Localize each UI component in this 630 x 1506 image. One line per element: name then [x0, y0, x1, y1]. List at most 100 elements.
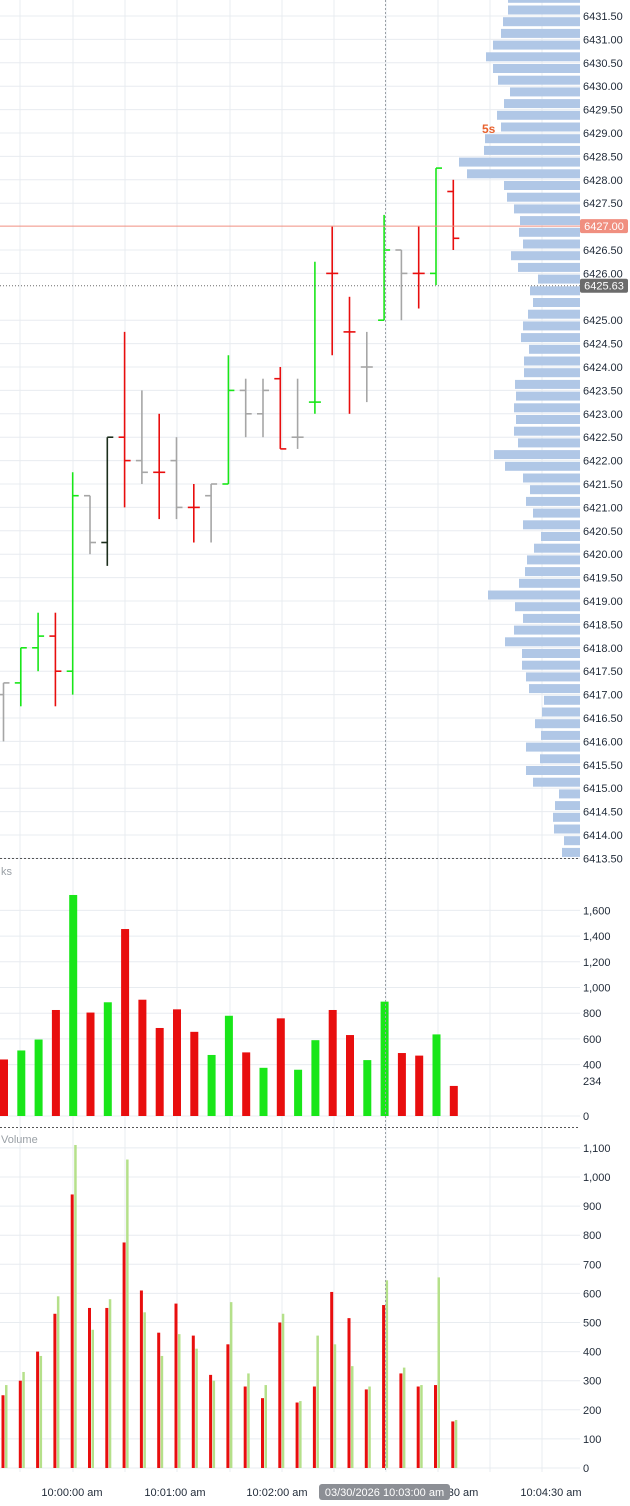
volume-bar-up[interactable] — [299, 1401, 302, 1468]
price-axis-label: 6420.00 — [583, 549, 623, 561]
volume-profile-bar — [525, 567, 580, 577]
tick-bar[interactable] — [155, 1027, 164, 1116]
volume-pane[interactable] — [1, 1144, 458, 1469]
volume-bar-down[interactable] — [53, 1313, 57, 1468]
volume-bar-up[interactable] — [5, 1385, 8, 1468]
tick-bar[interactable] — [328, 1009, 337, 1116]
volume-bar-up[interactable] — [22, 1371, 25, 1468]
volume-bar-down[interactable] — [122, 1242, 126, 1468]
tick-bar[interactable] — [0, 1059, 8, 1116]
volume-profile-bar — [540, 754, 580, 764]
volume-bar-up[interactable] — [143, 1312, 146, 1468]
tick-bar[interactable] — [103, 1002, 112, 1116]
price-pane[interactable] — [0, 167, 460, 742]
tick-bar[interactable] — [207, 1054, 216, 1116]
volume-bar-down[interactable] — [157, 1332, 161, 1468]
volume-bar-up[interactable] — [333, 1344, 337, 1468]
tick-bar[interactable] — [449, 1085, 458, 1116]
volume-bar-down[interactable] — [105, 1307, 109, 1468]
volume-bar-up[interactable] — [39, 1355, 43, 1468]
volume-bar-up[interactable] — [454, 1419, 458, 1468]
price-axis[interactable]: 6431.50 6431.00 6430.50 6430.00 6429.50 6429.… — [41, 11, 622, 1499]
volume-bar-down[interactable] — [330, 1291, 334, 1468]
tick-bar[interactable] — [51, 1009, 60, 1116]
volume-bar-up[interactable] — [195, 1348, 198, 1468]
price-axis-label: 6424.00 — [583, 362, 623, 374]
volume-bar-up[interactable] — [351, 1366, 354, 1468]
tick-bar[interactable] — [432, 1034, 441, 1116]
tick-bar[interactable] — [121, 929, 130, 1116]
volume-bar-down[interactable] — [1, 1395, 5, 1468]
volume-bar-down[interactable] — [209, 1374, 213, 1468]
tick-bar[interactable] — [86, 1012, 95, 1116]
volume-bar-up[interactable] — [56, 1296, 60, 1468]
volume-bar-down[interactable] — [226, 1344, 230, 1468]
volume-bar-up[interactable] — [281, 1313, 285, 1468]
ticks-pane[interactable] — [0, 894, 458, 1116]
tick-bar[interactable] — [17, 1050, 26, 1116]
volume-bar-up[interactable] — [229, 1302, 233, 1468]
volume-bar-down[interactable] — [139, 1290, 143, 1468]
price-axis-label: 6427.50 — [583, 198, 623, 210]
volume-bar-up[interactable] — [91, 1329, 95, 1468]
tick-bar[interactable] — [190, 1031, 199, 1116]
tick-bar[interactable] — [138, 999, 147, 1116]
volume-bar-up[interactable] — [212, 1380, 216, 1468]
tick-bar[interactable] — [242, 1052, 251, 1116]
volume-bar-up[interactable] — [385, 1280, 389, 1468]
volume-bar-down[interactable] — [434, 1385, 437, 1468]
volume-bar-up[interactable] — [178, 1334, 181, 1468]
volume-bar-down[interactable] — [70, 1194, 74, 1468]
ticks-axis-label: 1,000 — [583, 983, 611, 995]
volume-bar-down[interactable] — [347, 1318, 351, 1468]
volume-bar-up[interactable] — [160, 1355, 164, 1468]
volume-bar-down[interactable] — [399, 1373, 403, 1468]
volume-axis-label: 700 — [583, 1259, 601, 1271]
volume-bar-up[interactable] — [316, 1335, 319, 1468]
volume-bar-down[interactable] — [312, 1386, 316, 1468]
tick-bar[interactable] — [259, 1067, 268, 1116]
volume-profile-bar — [524, 368, 580, 378]
tick-bar[interactable] — [397, 1053, 406, 1116]
volume-bar-down[interactable] — [295, 1402, 299, 1468]
volume-bar-down[interactable] — [261, 1398, 264, 1468]
volume-bar-up[interactable] — [420, 1385, 423, 1468]
tick-bar[interactable] — [34, 1039, 43, 1116]
tick-bar[interactable] — [224, 1015, 233, 1116]
tick-bar[interactable] — [311, 1040, 320, 1116]
volume-bar-up[interactable] — [74, 1144, 77, 1468]
volume-bar-down[interactable] — [18, 1380, 22, 1468]
interval-label[interactable]: 5s — [482, 122, 496, 136]
tick-bar[interactable] — [380, 1001, 389, 1116]
ticks-pane-title: ks — [1, 866, 13, 878]
volume-bar-down[interactable] — [278, 1322, 282, 1469]
volume-bar-down[interactable] — [36, 1351, 40, 1468]
volume-bar-up[interactable] — [264, 1385, 268, 1468]
volume-profile-bar — [541, 730, 580, 740]
volume-bar-up[interactable] — [247, 1373, 250, 1468]
volume-axis-label: 900 — [583, 1201, 601, 1213]
volume-bar-down[interactable] — [416, 1386, 420, 1468]
volume-axis-label: 0 — [583, 1463, 589, 1475]
volume-profile-bar — [555, 801, 580, 811]
volume-bar-down[interactable] — [364, 1389, 368, 1468]
volume-bar-up[interactable] — [437, 1277, 441, 1468]
tick-bar[interactable] — [346, 1035, 354, 1116]
tick-bar[interactable] — [363, 1060, 372, 1116]
volume-bar-up[interactable] — [108, 1299, 112, 1468]
volume-bar-down[interactable] — [451, 1421, 455, 1468]
volume-bar-up[interactable] — [368, 1386, 371, 1468]
volume-bar-down[interactable] — [382, 1305, 386, 1468]
tick-bar[interactable] — [294, 1069, 303, 1116]
volume-bar-down[interactable] — [174, 1303, 178, 1468]
volume-bar-up[interactable] — [402, 1367, 406, 1468]
tick-bar[interactable] — [69, 894, 78, 1116]
volume-bar-down[interactable] — [88, 1307, 91, 1468]
tick-bar[interactable] — [276, 1018, 285, 1116]
tick-bar[interactable] — [415, 1055, 424, 1116]
volume-bar-down[interactable] — [191, 1335, 195, 1468]
tick-bar[interactable] — [173, 1009, 181, 1116]
volume-bar-down[interactable] — [243, 1386, 247, 1468]
volume-bar-up[interactable] — [126, 1159, 129, 1468]
